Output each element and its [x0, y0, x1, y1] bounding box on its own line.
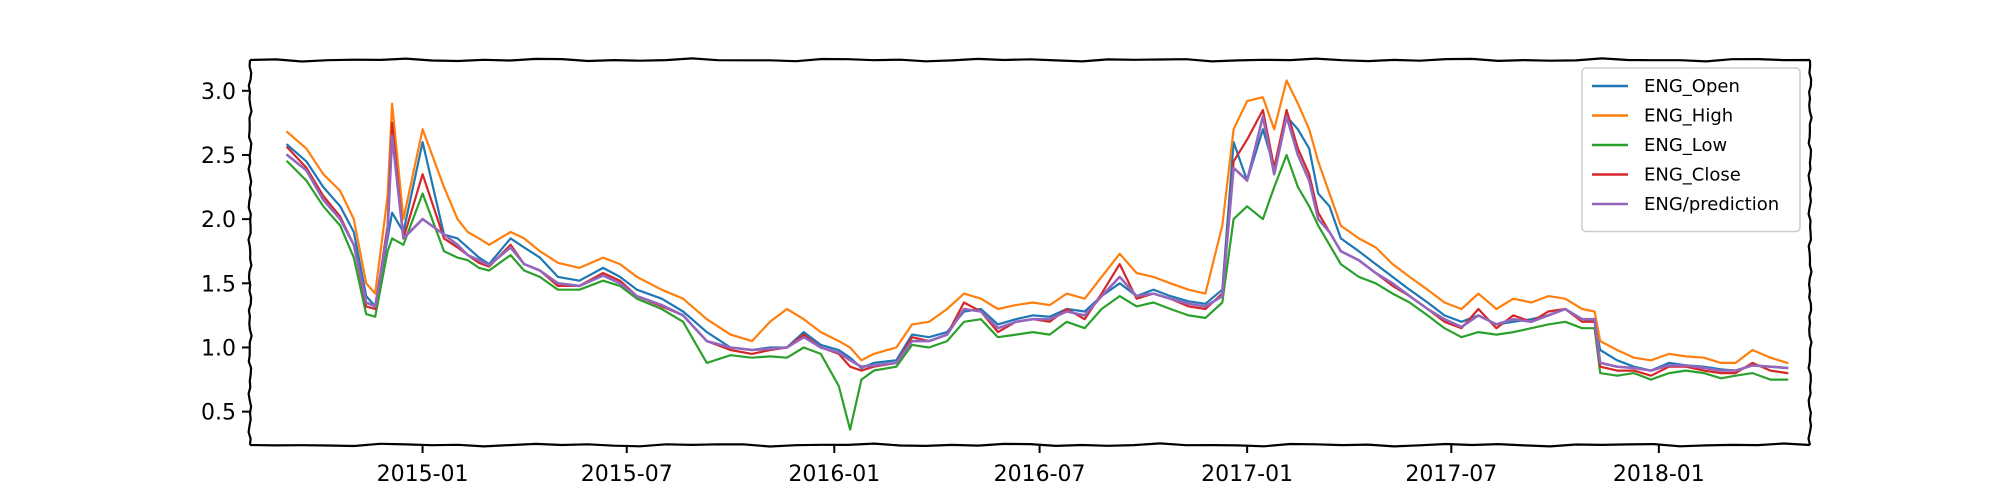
y-tick-label: 1.0 [201, 336, 236, 361]
axes-frame [247, 57, 1813, 448]
legend-box [1581, 67, 1801, 233]
legend-label: ENG_Open [1644, 76, 1740, 97]
legend-label: ENG/prediction [1644, 194, 1779, 215]
x-tick-label: 2015-07 [581, 462, 673, 487]
series-line-low [286, 153, 1789, 431]
x-tick-label: 2017-01 [1201, 462, 1293, 487]
y-tick-label: 0.5 [201, 401, 236, 426]
series-line-prediction [285, 115, 1789, 372]
y-tick-label: 3.0 [201, 80, 236, 105]
x-tick-label: 2016-07 [994, 462, 1086, 487]
series-line-close [286, 108, 1789, 377]
y-tick-label: 2.5 [201, 144, 236, 169]
axes-layer: 0.5 1.0 1.5 2.0 2.5 3.0 2015-01 2015-07 2016-01 2… [201, 80, 1705, 487]
series-line-high [286, 79, 1789, 364]
legend-label: ENG_Low [1644, 135, 1727, 156]
legend: ENG_Open ENG_High ENG_Low ENG_Close ENG/pred… [1581, 67, 1801, 233]
legend-label: ENG_High [1644, 106, 1733, 127]
x-tick-label: 2016-01 [788, 462, 880, 487]
series-layer [285, 79, 1789, 431]
y-tick-label: 1.5 [201, 272, 236, 297]
x-tick-label: 2017-07 [1405, 462, 1497, 487]
plot-area [247, 57, 1813, 448]
y-tick-label: 2.0 [201, 208, 236, 233]
x-tick-label: 2015-01 [377, 462, 469, 487]
legend-label: ENG_Close [1644, 165, 1741, 186]
x-tick-label: 2018-01 [1613, 462, 1705, 487]
